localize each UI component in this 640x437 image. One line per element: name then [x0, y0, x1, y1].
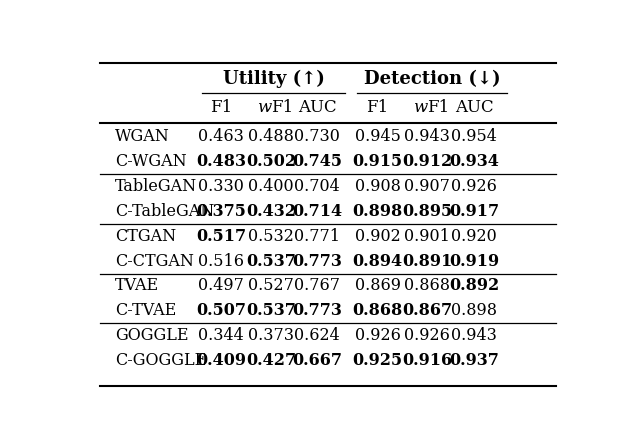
Text: 0.925: 0.925	[353, 352, 403, 369]
Text: 0.869: 0.869	[355, 277, 401, 295]
Text: 0.516: 0.516	[198, 253, 244, 270]
Text: AUC: AUC	[455, 100, 493, 117]
Text: C-GOGGLE: C-GOGGLE	[115, 352, 206, 369]
Text: AUC: AUC	[298, 100, 337, 117]
Text: 0.898: 0.898	[353, 203, 403, 220]
Text: 0.409: 0.409	[196, 352, 246, 369]
Text: 0.902: 0.902	[355, 228, 401, 245]
Text: 0.537: 0.537	[246, 302, 296, 319]
Text: 0.912: 0.912	[402, 153, 452, 170]
Text: 0.867: 0.867	[402, 302, 452, 319]
Text: 0.895: 0.895	[402, 203, 452, 220]
Text: 0.704: 0.704	[294, 178, 340, 195]
Text: 0.943: 0.943	[404, 128, 450, 145]
Text: 0.745: 0.745	[292, 153, 342, 170]
Text: 0.773: 0.773	[292, 302, 342, 319]
Text: F1: F1	[428, 100, 449, 117]
Text: 0.730: 0.730	[294, 128, 340, 145]
Text: 0.507: 0.507	[196, 302, 246, 319]
Text: 0.537: 0.537	[246, 253, 296, 270]
Text: C-CTGAN: C-CTGAN	[115, 253, 193, 270]
Text: 0.400: 0.400	[248, 178, 294, 195]
Text: 0.943: 0.943	[451, 327, 497, 344]
Text: 0.532: 0.532	[248, 228, 294, 245]
Text: 0.773: 0.773	[292, 253, 342, 270]
Text: 0.517: 0.517	[196, 228, 246, 245]
Text: 0.926: 0.926	[451, 178, 497, 195]
Text: 0.483: 0.483	[196, 153, 246, 170]
Text: CTGAN: CTGAN	[115, 228, 176, 245]
Text: 0.919: 0.919	[449, 253, 499, 270]
Text: 0.868: 0.868	[404, 277, 450, 295]
Text: 0.920: 0.920	[451, 228, 497, 245]
Text: 0.891: 0.891	[402, 253, 452, 270]
Text: F1: F1	[367, 100, 388, 117]
Text: 0.868: 0.868	[353, 302, 403, 319]
Text: 0.901: 0.901	[404, 228, 450, 245]
Text: 0.714: 0.714	[292, 203, 342, 220]
Text: TableGAN: TableGAN	[115, 178, 197, 195]
Text: 0.375: 0.375	[196, 203, 246, 220]
Text: w: w	[413, 100, 428, 117]
Text: 0.926: 0.926	[355, 327, 401, 344]
Text: 0.771: 0.771	[294, 228, 340, 245]
Text: F1: F1	[210, 100, 232, 117]
Text: 0.488: 0.488	[248, 128, 294, 145]
Text: 0.917: 0.917	[449, 203, 499, 220]
Text: 0.432: 0.432	[246, 203, 296, 220]
Text: 0.497: 0.497	[198, 277, 244, 295]
Text: 0.898: 0.898	[451, 302, 497, 319]
Text: 0.908: 0.908	[355, 178, 401, 195]
Text: C-TableGAN: C-TableGAN	[115, 203, 214, 220]
Text: 0.937: 0.937	[449, 352, 499, 369]
Text: 0.907: 0.907	[404, 178, 450, 195]
Text: GOGGLE: GOGGLE	[115, 327, 188, 344]
Text: 0.892: 0.892	[449, 277, 499, 295]
Text: 0.926: 0.926	[404, 327, 450, 344]
Text: 0.667: 0.667	[292, 352, 342, 369]
Text: 0.916: 0.916	[402, 352, 452, 369]
Text: C-WGAN: C-WGAN	[115, 153, 186, 170]
Text: 0.954: 0.954	[451, 128, 497, 145]
Text: C-TVAE: C-TVAE	[115, 302, 176, 319]
Text: 0.463: 0.463	[198, 128, 244, 145]
Text: 0.915: 0.915	[353, 153, 403, 170]
Text: Utility (↑): Utility (↑)	[223, 70, 324, 88]
Text: 0.330: 0.330	[198, 178, 244, 195]
Text: 0.767: 0.767	[294, 277, 340, 295]
Text: 0.344: 0.344	[198, 327, 244, 344]
Text: Detection (↓): Detection (↓)	[364, 70, 500, 88]
Text: 0.945: 0.945	[355, 128, 401, 145]
Text: WGAN: WGAN	[115, 128, 170, 145]
Text: 0.373: 0.373	[248, 327, 294, 344]
Text: 0.427: 0.427	[246, 352, 296, 369]
Text: TVAE: TVAE	[115, 277, 159, 295]
Text: w: w	[257, 100, 271, 117]
Text: 0.527: 0.527	[248, 277, 294, 295]
Text: F1: F1	[271, 100, 293, 117]
Text: 0.502: 0.502	[246, 153, 296, 170]
Text: 0.894: 0.894	[353, 253, 403, 270]
Text: 0.934: 0.934	[449, 153, 499, 170]
Text: 0.624: 0.624	[294, 327, 340, 344]
